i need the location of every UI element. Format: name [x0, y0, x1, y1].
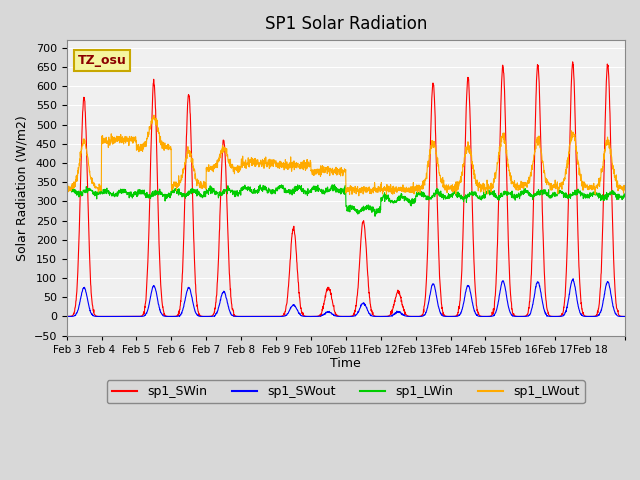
Legend: sp1_SWin, sp1_SWout, sp1_LWin, sp1_LWout: sp1_SWin, sp1_SWout, sp1_LWin, sp1_LWout	[107, 380, 585, 403]
Y-axis label: Solar Radiation (W/m2): Solar Radiation (W/m2)	[15, 115, 28, 261]
X-axis label: Time: Time	[330, 358, 361, 371]
Title: SP1 Solar Radiation: SP1 Solar Radiation	[264, 15, 427, 33]
Text: TZ_osu: TZ_osu	[78, 54, 127, 67]
